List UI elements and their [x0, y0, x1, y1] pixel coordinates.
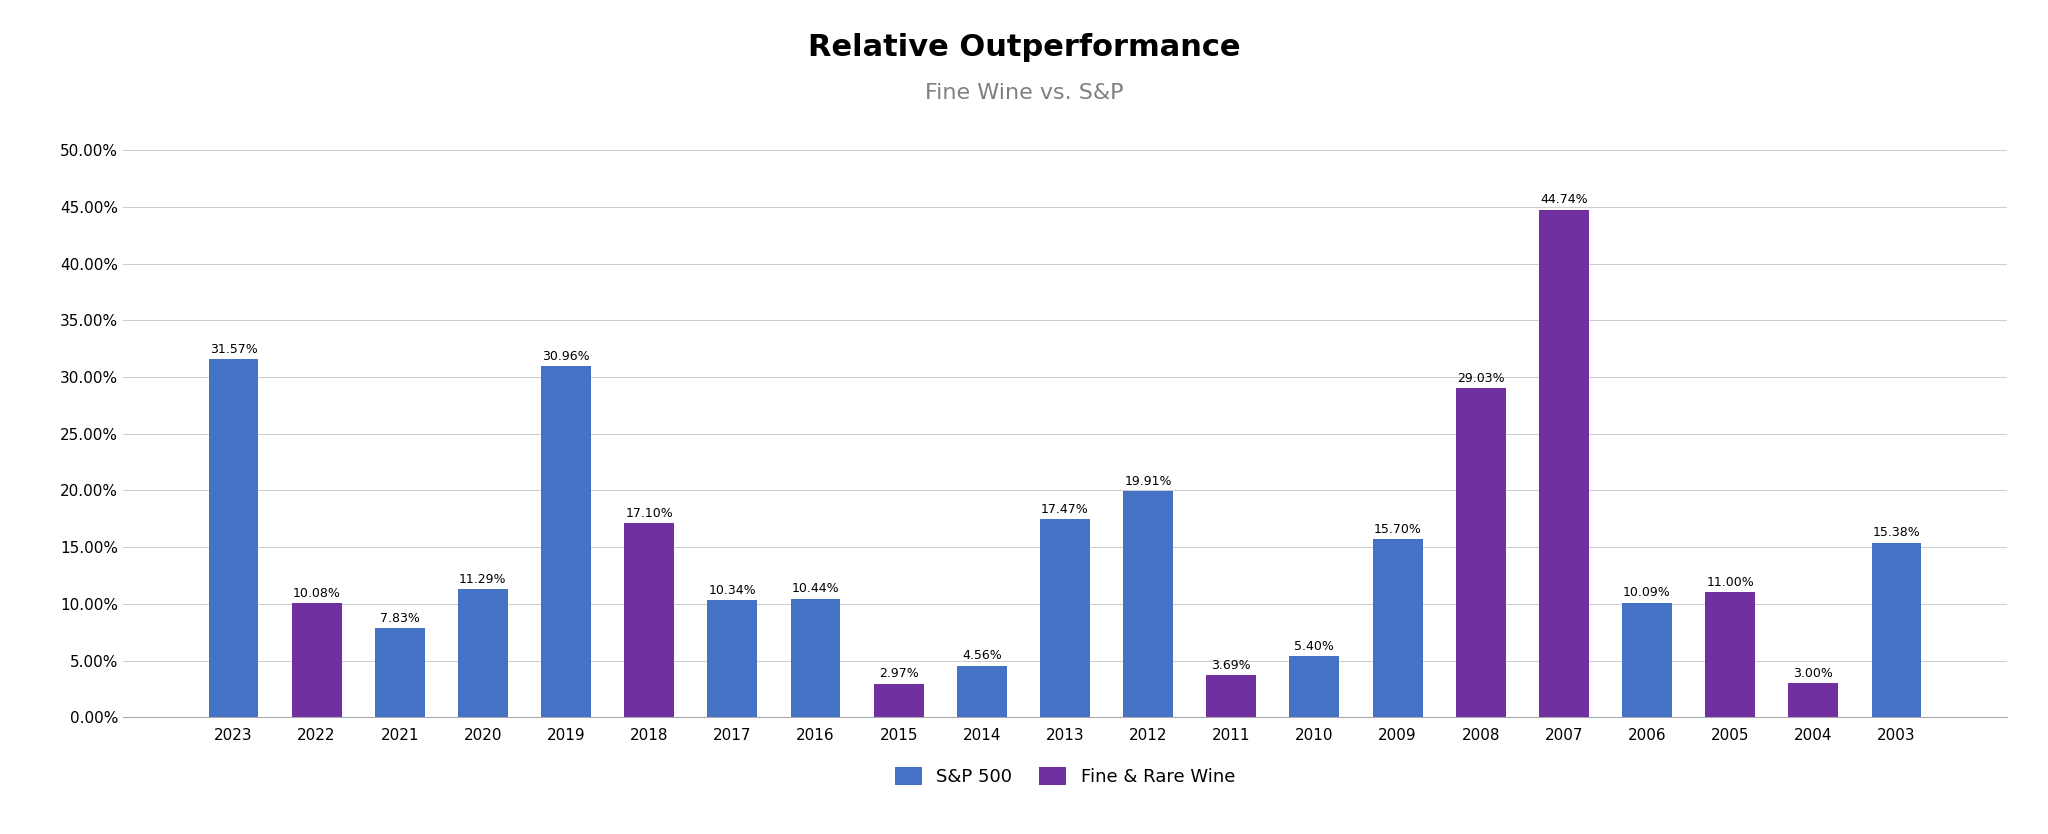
Bar	[1122, 491, 1174, 717]
Text: 30.96%: 30.96%	[543, 349, 590, 363]
Bar	[1372, 539, 1423, 717]
Bar	[1538, 210, 1589, 717]
Text: 4.56%: 4.56%	[963, 649, 1001, 662]
Text: 11.00%: 11.00%	[1706, 576, 1753, 589]
Text: 44.74%: 44.74%	[1540, 193, 1587, 206]
Text: 17.10%: 17.10%	[625, 507, 674, 520]
Bar	[291, 603, 342, 717]
Bar	[541, 366, 592, 717]
Bar	[791, 599, 840, 717]
Bar	[459, 589, 508, 717]
Bar	[707, 600, 758, 717]
Text: 31.57%: 31.57%	[209, 343, 258, 356]
Text: 2.97%: 2.97%	[879, 667, 920, 681]
Text: 3.00%: 3.00%	[1794, 667, 1833, 680]
Text: 17.47%: 17.47%	[1040, 503, 1090, 515]
Text: 10.09%: 10.09%	[1624, 586, 1671, 600]
Text: 15.38%: 15.38%	[1872, 526, 1921, 540]
Bar	[1622, 603, 1671, 717]
Bar	[625, 523, 674, 717]
Legend: S&P 500, Fine & Rare Wine: S&P 500, Fine & Rare Wine	[887, 760, 1243, 793]
Text: 29.03%: 29.03%	[1456, 372, 1505, 384]
Bar	[1456, 388, 1505, 717]
Bar	[956, 666, 1008, 717]
Text: 5.40%: 5.40%	[1294, 640, 1335, 652]
Bar	[209, 359, 258, 717]
Bar	[1788, 683, 1839, 717]
Text: 3.69%: 3.69%	[1212, 659, 1251, 672]
Bar	[375, 629, 424, 717]
Text: 10.44%: 10.44%	[793, 582, 840, 595]
Bar	[1206, 676, 1255, 717]
Text: 11.29%: 11.29%	[459, 573, 506, 585]
Text: 10.34%: 10.34%	[709, 584, 756, 596]
Bar	[1290, 656, 1339, 717]
Text: Fine Wine vs. S&P: Fine Wine vs. S&P	[926, 83, 1122, 103]
Text: 10.08%: 10.08%	[293, 586, 340, 600]
Text: 7.83%: 7.83%	[379, 612, 420, 625]
Bar	[1706, 592, 1755, 717]
Bar	[874, 684, 924, 717]
Text: Relative Outperformance: Relative Outperformance	[807, 33, 1241, 63]
Text: 19.91%: 19.91%	[1124, 475, 1171, 488]
Bar	[1872, 543, 1921, 717]
Bar	[1040, 519, 1090, 717]
Text: 15.70%: 15.70%	[1374, 523, 1421, 535]
